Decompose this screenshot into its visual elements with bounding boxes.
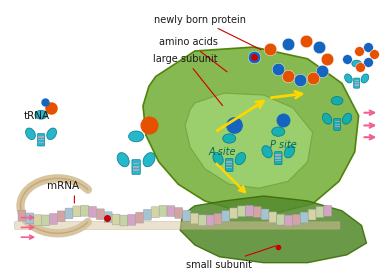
- Ellipse shape: [129, 131, 144, 142]
- FancyBboxPatch shape: [132, 160, 140, 175]
- FancyBboxPatch shape: [41, 215, 50, 226]
- FancyBboxPatch shape: [275, 151, 282, 165]
- PathPatch shape: [180, 196, 366, 263]
- FancyBboxPatch shape: [34, 215, 41, 225]
- FancyBboxPatch shape: [167, 206, 175, 217]
- FancyBboxPatch shape: [238, 206, 245, 217]
- FancyBboxPatch shape: [285, 215, 293, 226]
- FancyBboxPatch shape: [227, 161, 232, 163]
- Text: small subunit: small subunit: [187, 246, 276, 270]
- Ellipse shape: [284, 146, 295, 158]
- FancyBboxPatch shape: [245, 205, 253, 216]
- FancyBboxPatch shape: [175, 208, 183, 218]
- FancyBboxPatch shape: [225, 158, 233, 172]
- Ellipse shape: [143, 153, 155, 167]
- FancyBboxPatch shape: [104, 212, 112, 222]
- Ellipse shape: [26, 128, 35, 140]
- FancyBboxPatch shape: [230, 208, 238, 219]
- Text: large subunit: large subunit: [153, 54, 223, 106]
- Ellipse shape: [352, 60, 361, 67]
- Text: tRNA: tRNA: [23, 111, 50, 121]
- FancyBboxPatch shape: [96, 209, 104, 220]
- FancyBboxPatch shape: [334, 118, 341, 130]
- FancyBboxPatch shape: [38, 136, 44, 138]
- FancyBboxPatch shape: [144, 209, 151, 220]
- FancyBboxPatch shape: [261, 209, 269, 220]
- FancyBboxPatch shape: [57, 211, 65, 222]
- FancyBboxPatch shape: [334, 124, 339, 125]
- Text: amino acids: amino acids: [159, 37, 227, 72]
- FancyBboxPatch shape: [227, 167, 232, 168]
- FancyBboxPatch shape: [277, 214, 285, 225]
- FancyBboxPatch shape: [275, 154, 281, 156]
- FancyBboxPatch shape: [133, 169, 139, 171]
- FancyBboxPatch shape: [199, 215, 206, 226]
- Ellipse shape: [343, 113, 352, 124]
- Ellipse shape: [223, 134, 236, 143]
- Ellipse shape: [331, 96, 343, 105]
- FancyBboxPatch shape: [308, 209, 316, 220]
- Ellipse shape: [117, 153, 129, 167]
- PathPatch shape: [185, 93, 313, 188]
- Text: newly born protein: newly born protein: [154, 15, 261, 50]
- FancyBboxPatch shape: [275, 160, 281, 161]
- Ellipse shape: [47, 128, 56, 140]
- FancyBboxPatch shape: [183, 210, 190, 221]
- FancyBboxPatch shape: [81, 205, 89, 216]
- FancyBboxPatch shape: [269, 212, 277, 223]
- FancyBboxPatch shape: [89, 207, 96, 217]
- Text: mRNA: mRNA: [46, 181, 79, 191]
- FancyBboxPatch shape: [324, 205, 332, 216]
- FancyBboxPatch shape: [293, 214, 300, 225]
- FancyBboxPatch shape: [275, 157, 281, 159]
- FancyBboxPatch shape: [354, 85, 359, 86]
- FancyBboxPatch shape: [227, 164, 232, 165]
- FancyBboxPatch shape: [120, 215, 128, 226]
- FancyBboxPatch shape: [334, 126, 339, 127]
- Ellipse shape: [235, 153, 246, 165]
- Ellipse shape: [272, 127, 285, 136]
- FancyBboxPatch shape: [253, 207, 261, 217]
- FancyBboxPatch shape: [334, 121, 339, 122]
- FancyBboxPatch shape: [38, 139, 44, 140]
- FancyBboxPatch shape: [128, 214, 136, 225]
- Ellipse shape: [262, 146, 272, 158]
- FancyBboxPatch shape: [206, 215, 214, 226]
- FancyBboxPatch shape: [222, 211, 230, 222]
- FancyBboxPatch shape: [316, 207, 324, 218]
- FancyBboxPatch shape: [26, 213, 34, 224]
- FancyBboxPatch shape: [159, 205, 167, 216]
- FancyBboxPatch shape: [190, 213, 199, 224]
- FancyBboxPatch shape: [354, 82, 359, 83]
- FancyBboxPatch shape: [136, 212, 144, 223]
- FancyBboxPatch shape: [354, 80, 359, 81]
- Text: P site: P site: [270, 140, 296, 150]
- FancyBboxPatch shape: [65, 208, 73, 219]
- Ellipse shape: [323, 113, 332, 124]
- Ellipse shape: [35, 110, 47, 119]
- FancyBboxPatch shape: [18, 210, 26, 221]
- FancyBboxPatch shape: [354, 78, 360, 88]
- FancyBboxPatch shape: [50, 214, 57, 224]
- FancyBboxPatch shape: [214, 214, 222, 224]
- FancyBboxPatch shape: [38, 141, 44, 143]
- FancyBboxPatch shape: [133, 163, 139, 164]
- PathPatch shape: [143, 47, 359, 214]
- FancyBboxPatch shape: [73, 206, 81, 217]
- Ellipse shape: [344, 74, 352, 83]
- FancyBboxPatch shape: [151, 207, 159, 218]
- FancyBboxPatch shape: [133, 166, 139, 167]
- Ellipse shape: [213, 153, 223, 165]
- FancyBboxPatch shape: [15, 221, 340, 229]
- Ellipse shape: [361, 74, 369, 83]
- Text: A site: A site: [209, 147, 236, 157]
- FancyBboxPatch shape: [37, 134, 45, 146]
- FancyBboxPatch shape: [112, 214, 120, 225]
- FancyBboxPatch shape: [300, 212, 308, 223]
